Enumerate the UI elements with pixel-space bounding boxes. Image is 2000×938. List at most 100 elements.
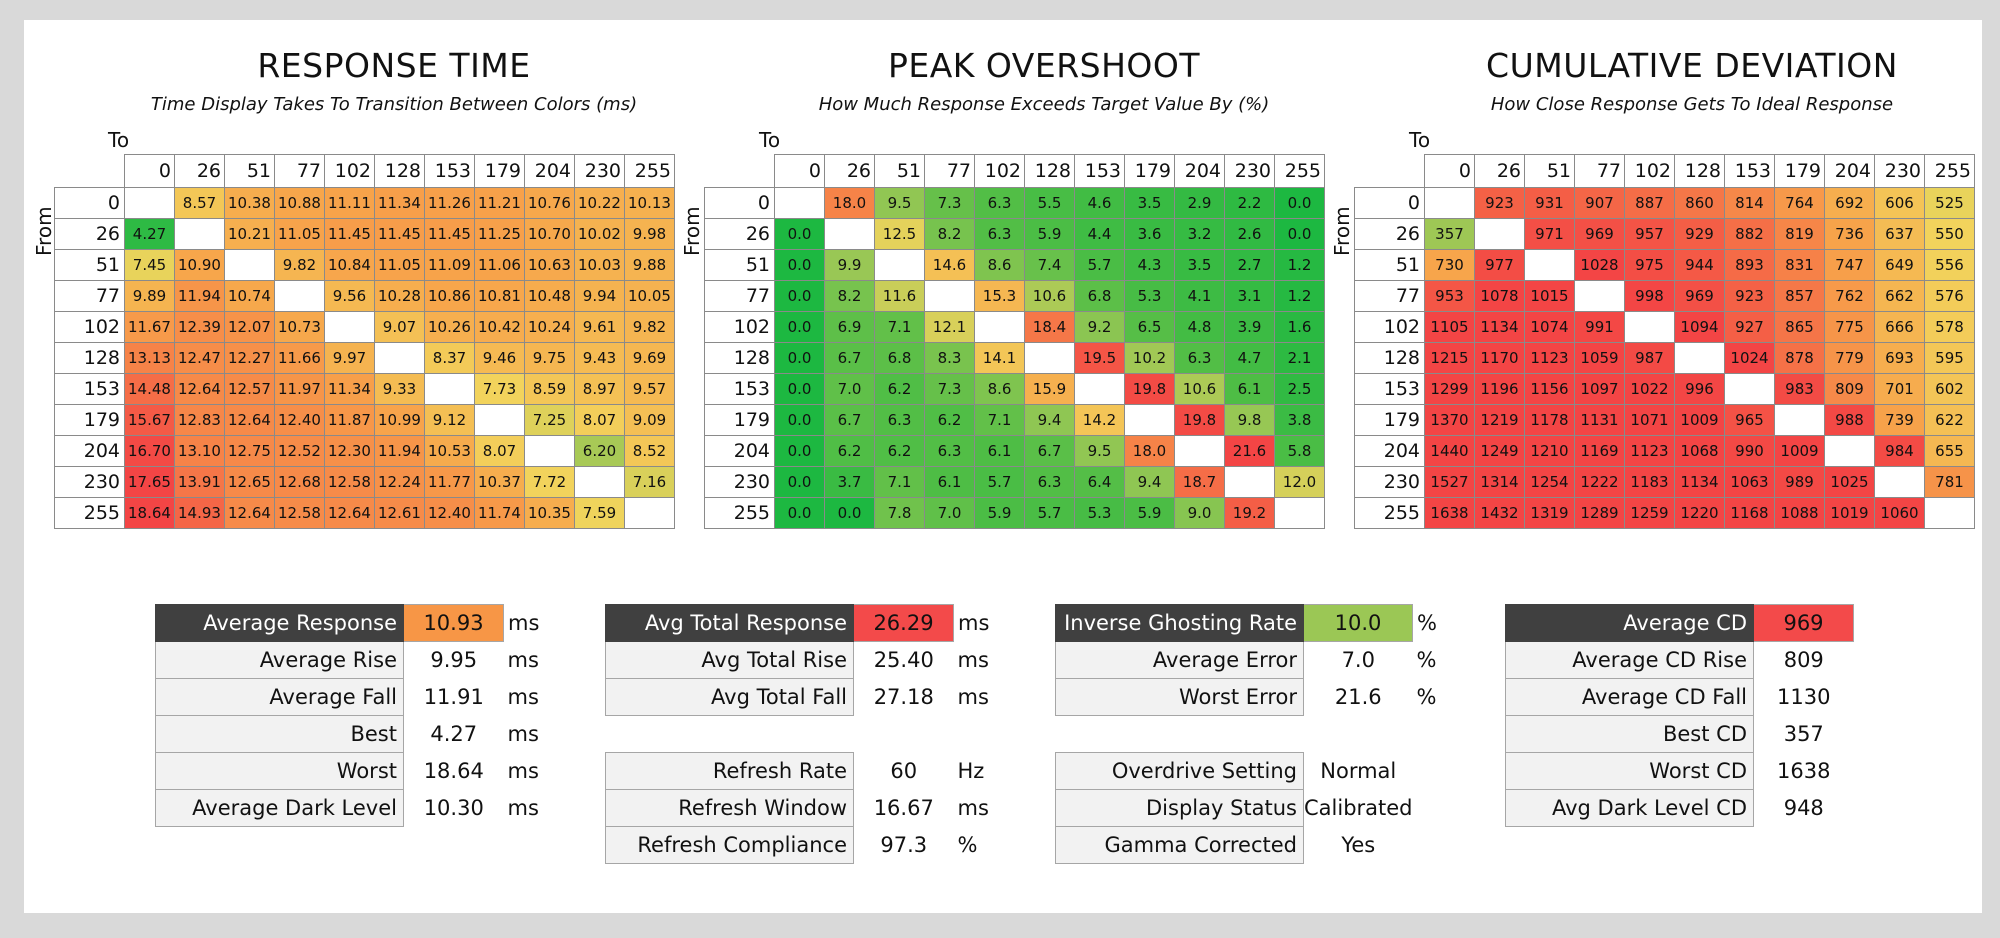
- cumulative-deviation-cell: 865: [1774, 311, 1825, 343]
- peak-overshoot-cell: 0.0: [774, 218, 825, 250]
- response-time-to-tick: 26: [174, 154, 225, 188]
- peak-overshoot-cell: 8.6: [974, 373, 1025, 405]
- response-time-cell: 9.33: [374, 373, 425, 405]
- peak-overshoot-from-tick: 204: [704, 435, 775, 467]
- response-time-cell: [224, 249, 275, 281]
- response-time-cell: 10.73: [274, 311, 325, 343]
- response-time-from-tick: 51: [54, 249, 125, 281]
- response-time-cell: 12.64: [174, 373, 225, 405]
- peak-overshoot-cell: 5.7: [1074, 249, 1125, 281]
- response-time-cell: 11.34: [374, 187, 425, 219]
- response-time-cell: 12.68: [274, 466, 325, 498]
- peak-overshoot-to-tick: 230: [1224, 154, 1275, 188]
- stat-unit: [1854, 605, 1914, 642]
- stat-value: 60: [890, 759, 918, 783]
- response-time-cell: 7.59: [574, 497, 625, 529]
- stat-value: 10.0: [1302, 604, 1414, 642]
- peak-overshoot-cell: 18.4: [1024, 311, 1075, 343]
- stat-value: 21.6: [1334, 685, 1382, 709]
- peak-overshoot-cell: 6.3: [874, 404, 925, 436]
- stat-label: Refresh Compliance: [605, 826, 854, 864]
- peak-overshoot-from-tick: 77: [704, 280, 775, 312]
- response-time-cell: 11.05: [374, 249, 425, 281]
- peak-overshoot-cell: 14.1: [974, 342, 1025, 374]
- stat-unit: %: [1417, 611, 1437, 635]
- peak-overshoot-cell: 9.8: [1224, 404, 1275, 436]
- cumulative-deviation-cell: 357: [1424, 218, 1475, 250]
- response-time-cell: 9.61: [574, 311, 625, 343]
- response-time-cell: 10.70: [524, 218, 575, 250]
- peak-overshoot-cell: [1224, 466, 1275, 498]
- response-time-cell: [474, 404, 525, 436]
- peak-overshoot-cell: 7.1: [874, 311, 925, 343]
- response-time-cell: 9.43: [574, 342, 625, 374]
- peak-overshoot-to-label: To: [759, 128, 781, 152]
- response-time-cell: 7.16: [624, 466, 675, 498]
- stat-value: 26.29: [853, 604, 954, 642]
- response-time-cell: 12.40: [274, 404, 325, 436]
- stat-value: 18.64: [423, 759, 484, 783]
- stat-label: Average Response: [155, 604, 404, 642]
- stat-label: Worst Error: [1055, 678, 1304, 716]
- response-time-cell: 9.82: [624, 311, 675, 343]
- cumulative-deviation-cell: 929: [1674, 218, 1725, 250]
- response-time-cell: 12.65: [224, 466, 275, 498]
- peak-overshoot-cell: 5.8: [1274, 435, 1325, 467]
- cumulative-deviation-cell: 1169: [1574, 435, 1625, 467]
- cumulative-deviation-cell: 998: [1624, 280, 1675, 312]
- response-time-cell: [274, 280, 325, 312]
- cumulative-deviation-cell: 1432: [1474, 497, 1525, 529]
- response-time-cell: 9.82: [274, 249, 325, 281]
- response-time-cell: 10.05: [624, 280, 675, 312]
- cumulative-deviation-from-tick: 102: [1354, 311, 1425, 343]
- response-time-cell: 11.45: [324, 218, 375, 250]
- peak-overshoot-cell: 7.3: [924, 187, 975, 219]
- cumulative-deviation-cell: 1196: [1474, 373, 1525, 405]
- peak-overshoot-to-tick: 128: [1024, 154, 1075, 188]
- response-time-from-tick: 26: [54, 218, 125, 250]
- stat-label: Best: [155, 715, 404, 753]
- stat-value: 1638: [1777, 759, 1831, 783]
- response-time-cell: 7.45: [124, 249, 175, 281]
- cumulative-deviation-cell: 1071: [1624, 404, 1675, 436]
- peak-overshoot-cell: 6.7: [824, 404, 875, 436]
- cumulative-deviation-cell: 1259: [1624, 497, 1675, 529]
- cumulative-deviation-cell: 666: [1874, 311, 1925, 343]
- cumulative-deviation-cell: 762: [1824, 280, 1875, 312]
- peak-overshoot-cell: 3.6: [1124, 218, 1175, 250]
- peak-overshoot-cell: 0.0: [774, 466, 825, 498]
- cumulative-deviation-cell: [1524, 249, 1575, 281]
- cumulative-deviation-cell: 649: [1874, 249, 1925, 281]
- peak-overshoot-cell: 15.3: [974, 280, 1025, 312]
- peak-overshoot-to-tick: 102: [974, 154, 1025, 188]
- cumulative-deviation-cell: 907: [1574, 187, 1625, 219]
- stat-label: Avg Dark Level CD: [1505, 789, 1754, 827]
- stat-value: 27.18: [873, 685, 934, 709]
- cumulative-deviation-cell: 595: [1924, 342, 1975, 374]
- cumulative-deviation-cell: 736: [1824, 218, 1875, 250]
- stat-value: 4.27: [430, 722, 478, 746]
- peak-overshoot-cell: 4.8: [1174, 311, 1225, 343]
- cumulative-deviation-cell: 655: [1924, 435, 1975, 467]
- cumulative-deviation-cell: 1063: [1724, 466, 1775, 498]
- cumulative-deviation-cell: 1059: [1574, 342, 1625, 374]
- response-time-cell: 8.52: [624, 435, 675, 467]
- peak-overshoot-cell: 3.8: [1274, 404, 1325, 436]
- stat-value: Normal: [1320, 759, 1397, 783]
- peak-overshoot-cell: 1.2: [1274, 280, 1325, 312]
- peak-overshoot-cell: 0.0: [774, 435, 825, 467]
- peak-overshoot-to-tick: 0: [774, 154, 825, 188]
- peak-overshoot-cell: 2.9: [1174, 187, 1225, 219]
- peak-overshoot-cell: 5.5: [1024, 187, 1075, 219]
- overshoot-stats-table: Inverse Ghosting Rate 10.0% Average Error 7…: [1055, 604, 1473, 864]
- response-time-cell: [624, 497, 675, 529]
- cumulative-deviation-cell: 1319: [1524, 497, 1575, 529]
- peak-overshoot-from-tick: 51: [704, 249, 775, 281]
- cumulative-deviation-to-tick: 255: [1924, 154, 1975, 188]
- response-time-from-tick: 77: [54, 280, 125, 312]
- stat-unit: ms: [507, 722, 539, 746]
- peak-overshoot-cell: [1024, 342, 1075, 374]
- cumulative-deviation-cell: 931: [1524, 187, 1575, 219]
- stat-unit: ms: [958, 611, 990, 635]
- response-time-cell: 10.21: [224, 218, 275, 250]
